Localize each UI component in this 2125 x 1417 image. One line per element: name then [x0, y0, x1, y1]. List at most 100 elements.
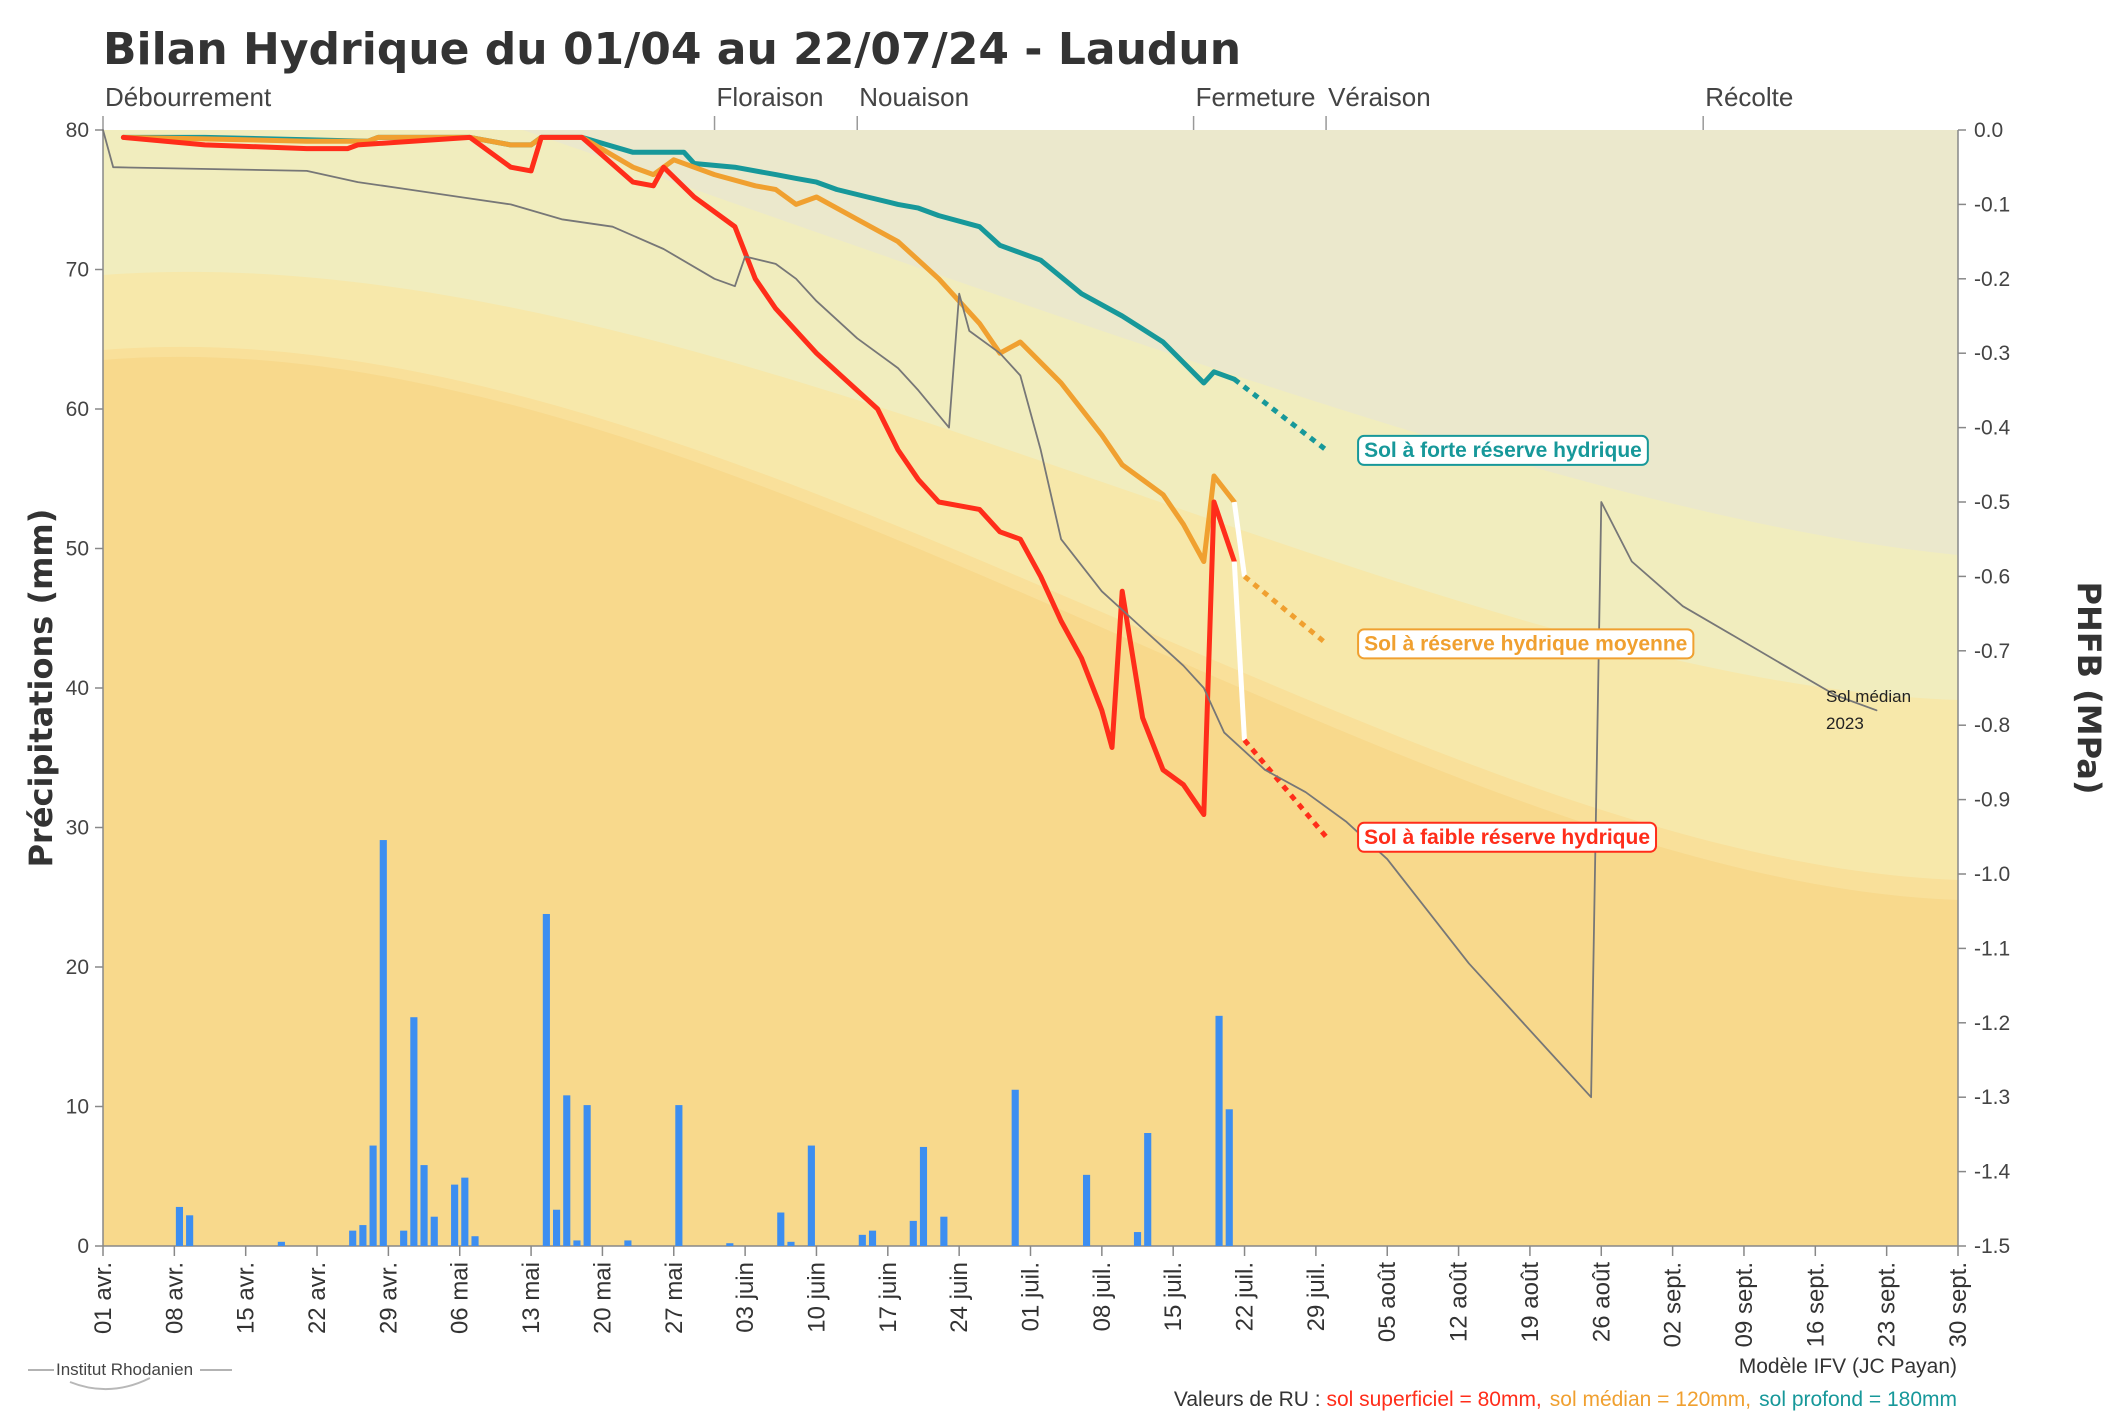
right-tick-label: -0.3: [1974, 342, 2010, 365]
forecast-connector: [1231, 501, 1247, 577]
right-tick-label: -0.6: [1974, 565, 2010, 588]
median-annotation-line2: 2023: [1826, 714, 1864, 733]
left-tick-label: 0: [77, 1235, 89, 1258]
right-tick-label: -0.7: [1974, 640, 2010, 663]
x-tick-label: 13 mai: [518, 1262, 545, 1334]
precipitation-bar: [583, 1105, 591, 1246]
precipitation-bar: [573, 1240, 581, 1246]
precipitation-bar: [858, 1234, 866, 1246]
x-tick-label: 15 juil.: [1160, 1262, 1187, 1331]
legend-box: [1357, 821, 1658, 853]
precipitation-bar: [675, 1105, 683, 1246]
x-tick-label: 08 juil.: [1089, 1262, 1116, 1331]
forecast-line: [1242, 738, 1329, 839]
logo-swoosh-icon: [69, 1377, 151, 1391]
x-tick-label: 01 juil.: [1018, 1262, 1045, 1331]
x-tick-label: 09 sept.: [1731, 1262, 1758, 1347]
precipitation-bar: [787, 1241, 795, 1246]
x-tick-label: 08 avr.: [161, 1262, 188, 1334]
zone-transition: [103, 130, 1958, 900]
precipitation-bar: [1011, 1089, 1019, 1246]
forecast-line: [1232, 377, 1328, 452]
ru-low: sol superficiel = 80mm,: [1326, 1388, 1541, 1411]
precipitation-bar: [1133, 1232, 1142, 1246]
stage-label: Véraison: [1328, 82, 1431, 112]
precipitation-bar: [777, 1212, 785, 1246]
precipitation-bar: [1225, 1109, 1233, 1246]
legend-label: Sol à faible réserve hydrique: [1364, 826, 1650, 849]
precipitation-bar: [175, 1206, 184, 1246]
precipitation-bar: [919, 1146, 928, 1246]
chart-title: Bilan Hydrique du 01/04 au 22/07/24 - La…: [103, 24, 1241, 75]
median-annotation-line1: Sol médian: [1826, 687, 1911, 706]
precipitation-bar: [379, 840, 387, 1246]
series-line-mid: [120, 134, 1237, 564]
ru-prefix: Valeurs de RU :: [1174, 1388, 1327, 1411]
stage-label: Débourrement: [105, 82, 272, 112]
left-tick-label: 80: [66, 119, 89, 142]
x-tick-label: 26 août: [1588, 1262, 1615, 1342]
legend-label: Sol à forte réserve hydrique: [1364, 439, 1642, 462]
stage-label: Récolte: [1705, 82, 1793, 112]
precipitation-bar: [552, 1209, 561, 1246]
right-tick-label: -0.8: [1974, 714, 2010, 737]
precipitation-bar: [186, 1215, 194, 1246]
right-tick-label: -1.0: [1974, 863, 2010, 886]
precipitation-bar: [909, 1220, 917, 1246]
x-tick-label: 02 sept.: [1660, 1262, 1687, 1347]
model-credit: Modèle IFV (JC Payan): [1739, 1355, 1957, 1378]
precipitation-bar: [369, 1145, 377, 1246]
x-tick-label: 20 mai: [589, 1262, 616, 1334]
x-tick-label: 22 juil.: [1232, 1262, 1259, 1331]
left-tick-label: 20: [66, 956, 89, 979]
y-axis-right-label: PHFB (MPa): [2070, 582, 2108, 795]
precipitation-bar: [563, 1095, 571, 1246]
legend: Sol à forte réserve hydrique Sol à réserv…: [1357, 434, 1695, 853]
x-tick-label: 01 avr.: [90, 1262, 117, 1334]
right-tick-label: -1.3: [1974, 1086, 2010, 1109]
legend-box: [1357, 434, 1649, 466]
left-tick-label: 60: [66, 398, 89, 421]
stage-label: Fermeture: [1196, 82, 1316, 112]
y-axis-left-label: Précipitations (mm): [22, 509, 60, 868]
right-tick-label: 0.0: [1974, 119, 2003, 142]
left-tick-label: 10: [66, 1096, 89, 1119]
right-tick-label: -0.4: [1974, 417, 2011, 440]
right-tick-label: -1.1: [1974, 937, 2010, 960]
precipitation-bar: [349, 1230, 357, 1246]
x-tick-label: 29 juil.: [1303, 1262, 1330, 1331]
precipitation-bar: [726, 1243, 734, 1246]
left-axis-ticks: 0 10 20 30 40 50 60 70 80: [66, 119, 103, 1258]
precipitation-bar: [1215, 1015, 1223, 1246]
left-tick-label: 50: [66, 538, 89, 561]
precipitation-bar: [400, 1230, 408, 1246]
x-tick-label: 24 juin: [946, 1262, 973, 1333]
x-tick-label: 19 août: [1517, 1262, 1544, 1342]
right-tick-label: -1.2: [1974, 1012, 2010, 1035]
precipitation-bar: [430, 1216, 438, 1246]
x-tick-label: 15 avr.: [233, 1262, 260, 1334]
series-line-median: [102, 129, 1878, 1099]
ru-high: sol profond = 180mm: [1759, 1388, 1957, 1411]
series-line-low: [120, 134, 1237, 817]
x-tick-label: 29 avr.: [375, 1262, 402, 1334]
x-tick-label: 12 août: [1446, 1262, 1473, 1342]
x-tick-label: 05 août: [1374, 1262, 1401, 1342]
precipitation-bar: [1082, 1174, 1091, 1246]
forecast-line: [1242, 574, 1328, 646]
precipitation-bar: [461, 1177, 469, 1246]
right-tick-label: -0.2: [1974, 268, 2010, 291]
stage-label: Floraison: [717, 82, 824, 112]
x-tick-label: 30 sept.: [1945, 1262, 1972, 1347]
precipitation-bar: [624, 1240, 632, 1246]
forecast-connector: [1231, 561, 1247, 741]
phenology-stages: Débourrement Floraison Nouaison Fermeture Vé…: [102, 82, 1793, 130]
legend-box: [1357, 628, 1695, 660]
precipitation-bar: [868, 1230, 877, 1246]
precipitation-bar: [420, 1165, 428, 1246]
left-tick-label: 40: [66, 677, 89, 700]
x-tick-label: 06 mai: [447, 1262, 474, 1334]
right-axis-ticks: 0.0 -0.1 -0.2 -0.3 -0.4 -0.5 -0.6 -0.7 -0.8 -0.9 -…: [1958, 119, 2011, 1258]
x-axis-ticks: 01 avr. 08 avr. 15 avr. 22 avr. 29 avr. 06 ma…: [90, 1246, 1972, 1347]
x-tick-label: 27 mai: [661, 1262, 688, 1334]
